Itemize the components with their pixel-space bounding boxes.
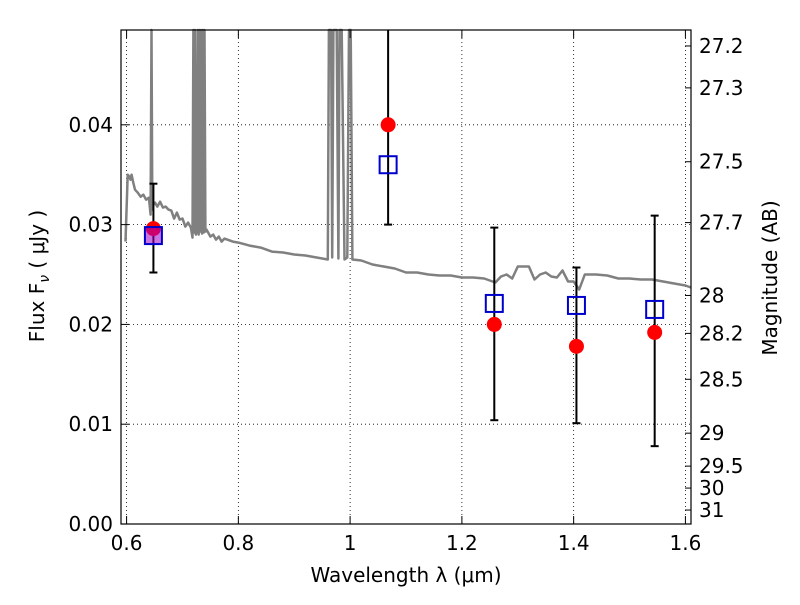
observed-photometry-point xyxy=(645,299,665,319)
x-tick-label: 1 xyxy=(344,531,357,555)
model-photometry-point xyxy=(568,338,584,354)
y2-tick-label: 29.5 xyxy=(699,454,744,478)
plot-frame xyxy=(120,29,692,525)
x-tick-label: 0.8 xyxy=(222,531,254,555)
x-tick-label: 1.2 xyxy=(446,531,478,555)
y2-tick-label: 30 xyxy=(699,476,724,500)
y2-tick-label: 27.7 xyxy=(699,211,744,235)
y2-tick-label: 27.3 xyxy=(699,76,744,100)
x-axis-title: Wavelength λ (μm) xyxy=(310,563,501,587)
y2-tick-label: 27.5 xyxy=(699,150,744,174)
y2-axis-title: Magnitude (AB) xyxy=(758,200,782,355)
observed-photometry-point xyxy=(143,226,163,246)
y-tick-label: 0.04 xyxy=(68,113,113,137)
observed-photometry-point xyxy=(566,295,586,315)
y2-tick-label: 27.2 xyxy=(699,34,744,58)
y2-tick-label: 28 xyxy=(699,283,724,307)
x-tick-label: 1.4 xyxy=(558,531,590,555)
tick-layer: 0.6 0.8 1 1.2 1.4 1.6 0.00 0.01 0.02 0.03 0.04 27.2… xyxy=(68,30,744,555)
grid xyxy=(121,30,691,525)
x-tick-label: 1.6 xyxy=(670,531,702,555)
y-axis-title-main: Flux F xyxy=(25,283,49,342)
y2-tick-label: 31 xyxy=(699,498,724,522)
model-photometry-point xyxy=(486,316,502,332)
observed-photometry-point xyxy=(484,293,504,313)
y2-tick-label: 29 xyxy=(699,421,724,445)
model-photometry-point xyxy=(647,324,663,340)
y-tick-label: 0.01 xyxy=(68,412,113,436)
model-photometry-layer xyxy=(145,117,663,354)
observed-photometry-point xyxy=(378,155,398,175)
y-axis-title: Flux Fν ( μJy ) xyxy=(25,210,53,342)
y2-tick-label: 28.5 xyxy=(699,367,744,391)
y-tick-label: 0.03 xyxy=(68,213,113,237)
y-tick-label: 0.02 xyxy=(68,312,113,336)
y-tick-label: 0.00 xyxy=(68,512,113,536)
model-spectrum-line xyxy=(124,28,692,291)
x-tick-label: 0.6 xyxy=(111,531,143,555)
model-spectrum-layer xyxy=(124,28,692,291)
observed-photometry-layer xyxy=(143,155,665,319)
model-photometry-point xyxy=(380,117,396,133)
y2-tick-label: 28.2 xyxy=(699,321,744,345)
y-axis-title-subscript: ν xyxy=(37,275,53,283)
y-axis-title-unit: ( μJy ) xyxy=(25,210,49,275)
